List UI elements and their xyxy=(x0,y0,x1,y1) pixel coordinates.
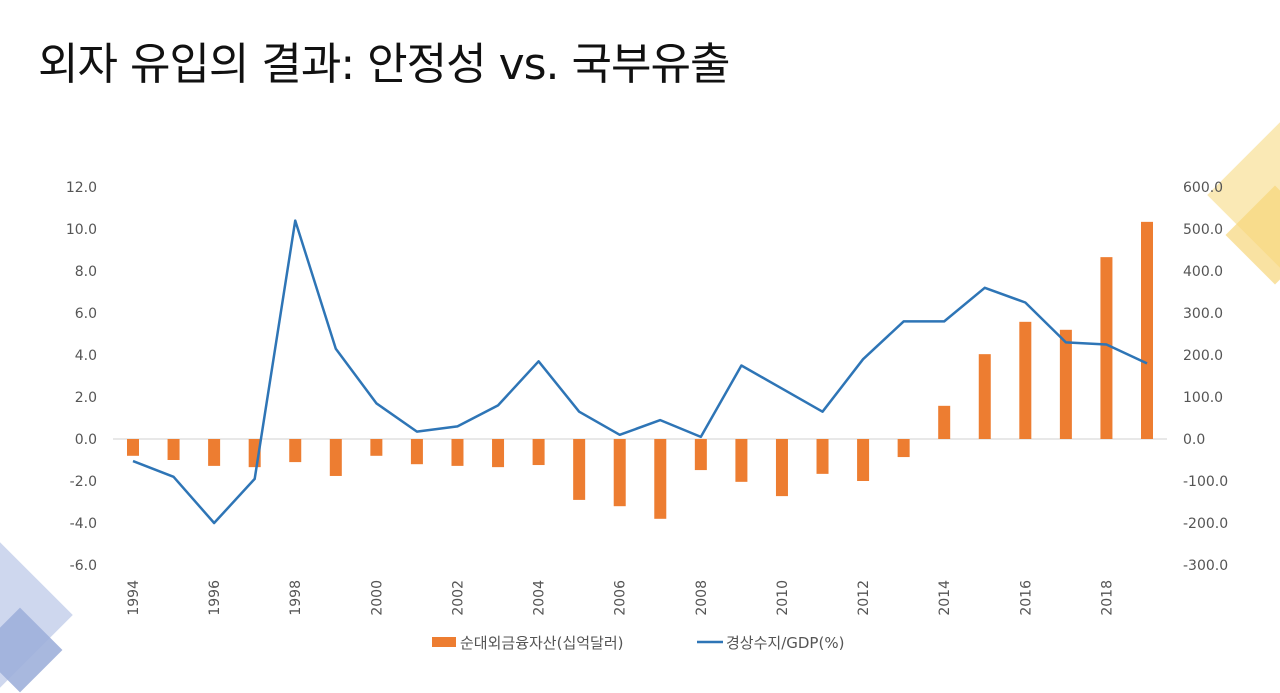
bar-1996 xyxy=(208,439,220,466)
bar-2011 xyxy=(817,439,829,474)
legend-bar-swatch xyxy=(432,637,456,647)
bar-1994 xyxy=(127,439,139,456)
left-axis-tick-label: 0.0 xyxy=(75,432,97,448)
x-tick-label: 2008 xyxy=(694,580,710,616)
left-axis-tick-label: 12.0 xyxy=(66,180,97,196)
bar-2001 xyxy=(411,439,423,464)
bar-2005 xyxy=(573,439,585,500)
left-axis-tick-label: 4.0 xyxy=(75,348,97,364)
line-series xyxy=(133,221,1147,523)
bar-1999 xyxy=(330,439,342,476)
right-axis-tick-label: 500.0 xyxy=(1183,222,1223,238)
x-tick-label: 2002 xyxy=(450,580,466,616)
bar-1998 xyxy=(289,439,301,462)
left-axis-tick-label: -2.0 xyxy=(70,474,97,490)
right-axis-tick-label: -100.0 xyxy=(1183,474,1228,490)
bar-2006 xyxy=(614,439,626,506)
bar-2010 xyxy=(776,439,788,496)
x-tick-label: 1994 xyxy=(126,580,142,616)
bar-2004 xyxy=(533,439,545,465)
left-axis-tick-label: -6.0 xyxy=(70,558,97,574)
x-tick-label: 2000 xyxy=(369,580,385,616)
right-axis-tick-label: 300.0 xyxy=(1183,306,1223,322)
bar-2018 xyxy=(1100,257,1112,439)
bar-2016 xyxy=(1019,322,1031,439)
right-axis-tick-label: 600.0 xyxy=(1183,180,1223,196)
x-tick-label: 2012 xyxy=(856,580,872,616)
x-tick-label: 2006 xyxy=(613,580,629,616)
x-tick-label: 2004 xyxy=(532,580,548,616)
right-axis-tick-label: 200.0 xyxy=(1183,348,1223,364)
x-tick-label: 2016 xyxy=(1018,580,1034,616)
x-tick-label: 2010 xyxy=(775,580,791,616)
bar-2019 xyxy=(1141,222,1153,439)
right-axis-tick-label: 400.0 xyxy=(1183,264,1223,280)
right-axis-tick-label: 0.0 xyxy=(1183,432,1205,448)
x-tick-label: 2014 xyxy=(937,580,953,616)
legend-line-label: 경상수지/GDP(%) xyxy=(726,634,844,652)
left-axis-tick-label: 2.0 xyxy=(75,390,97,406)
right-axis-tick-label: 100.0 xyxy=(1183,390,1223,406)
left-axis-tick-label: 8.0 xyxy=(75,264,97,280)
bar-2017 xyxy=(1060,330,1072,439)
bar-2003 xyxy=(492,439,504,467)
x-tick-label: 2018 xyxy=(1099,580,1115,616)
bar-2014 xyxy=(938,406,950,439)
bar-1995 xyxy=(168,439,180,460)
x-tick-label: 1998 xyxy=(288,580,304,616)
bar-2009 xyxy=(735,439,747,482)
left-axis-tick-label: 10.0 xyxy=(66,222,97,238)
bar-2002 xyxy=(451,439,463,466)
legend-bar-label: 순대외금융자산(십억달러) xyxy=(460,634,624,652)
x-tick-label: 1996 xyxy=(207,580,223,616)
bar-2013 xyxy=(898,439,910,457)
bar-2007 xyxy=(654,439,666,519)
left-axis-tick-label: 6.0 xyxy=(75,306,97,322)
bar-2012 xyxy=(857,439,869,481)
bar-2015 xyxy=(979,354,991,439)
left-axis-tick-label: -4.0 xyxy=(70,516,97,532)
bar-2000 xyxy=(370,439,382,456)
bar-2008 xyxy=(695,439,707,470)
right-axis-tick-label: -300.0 xyxy=(1183,558,1228,574)
right-axis-tick-label: -200.0 xyxy=(1183,516,1228,532)
